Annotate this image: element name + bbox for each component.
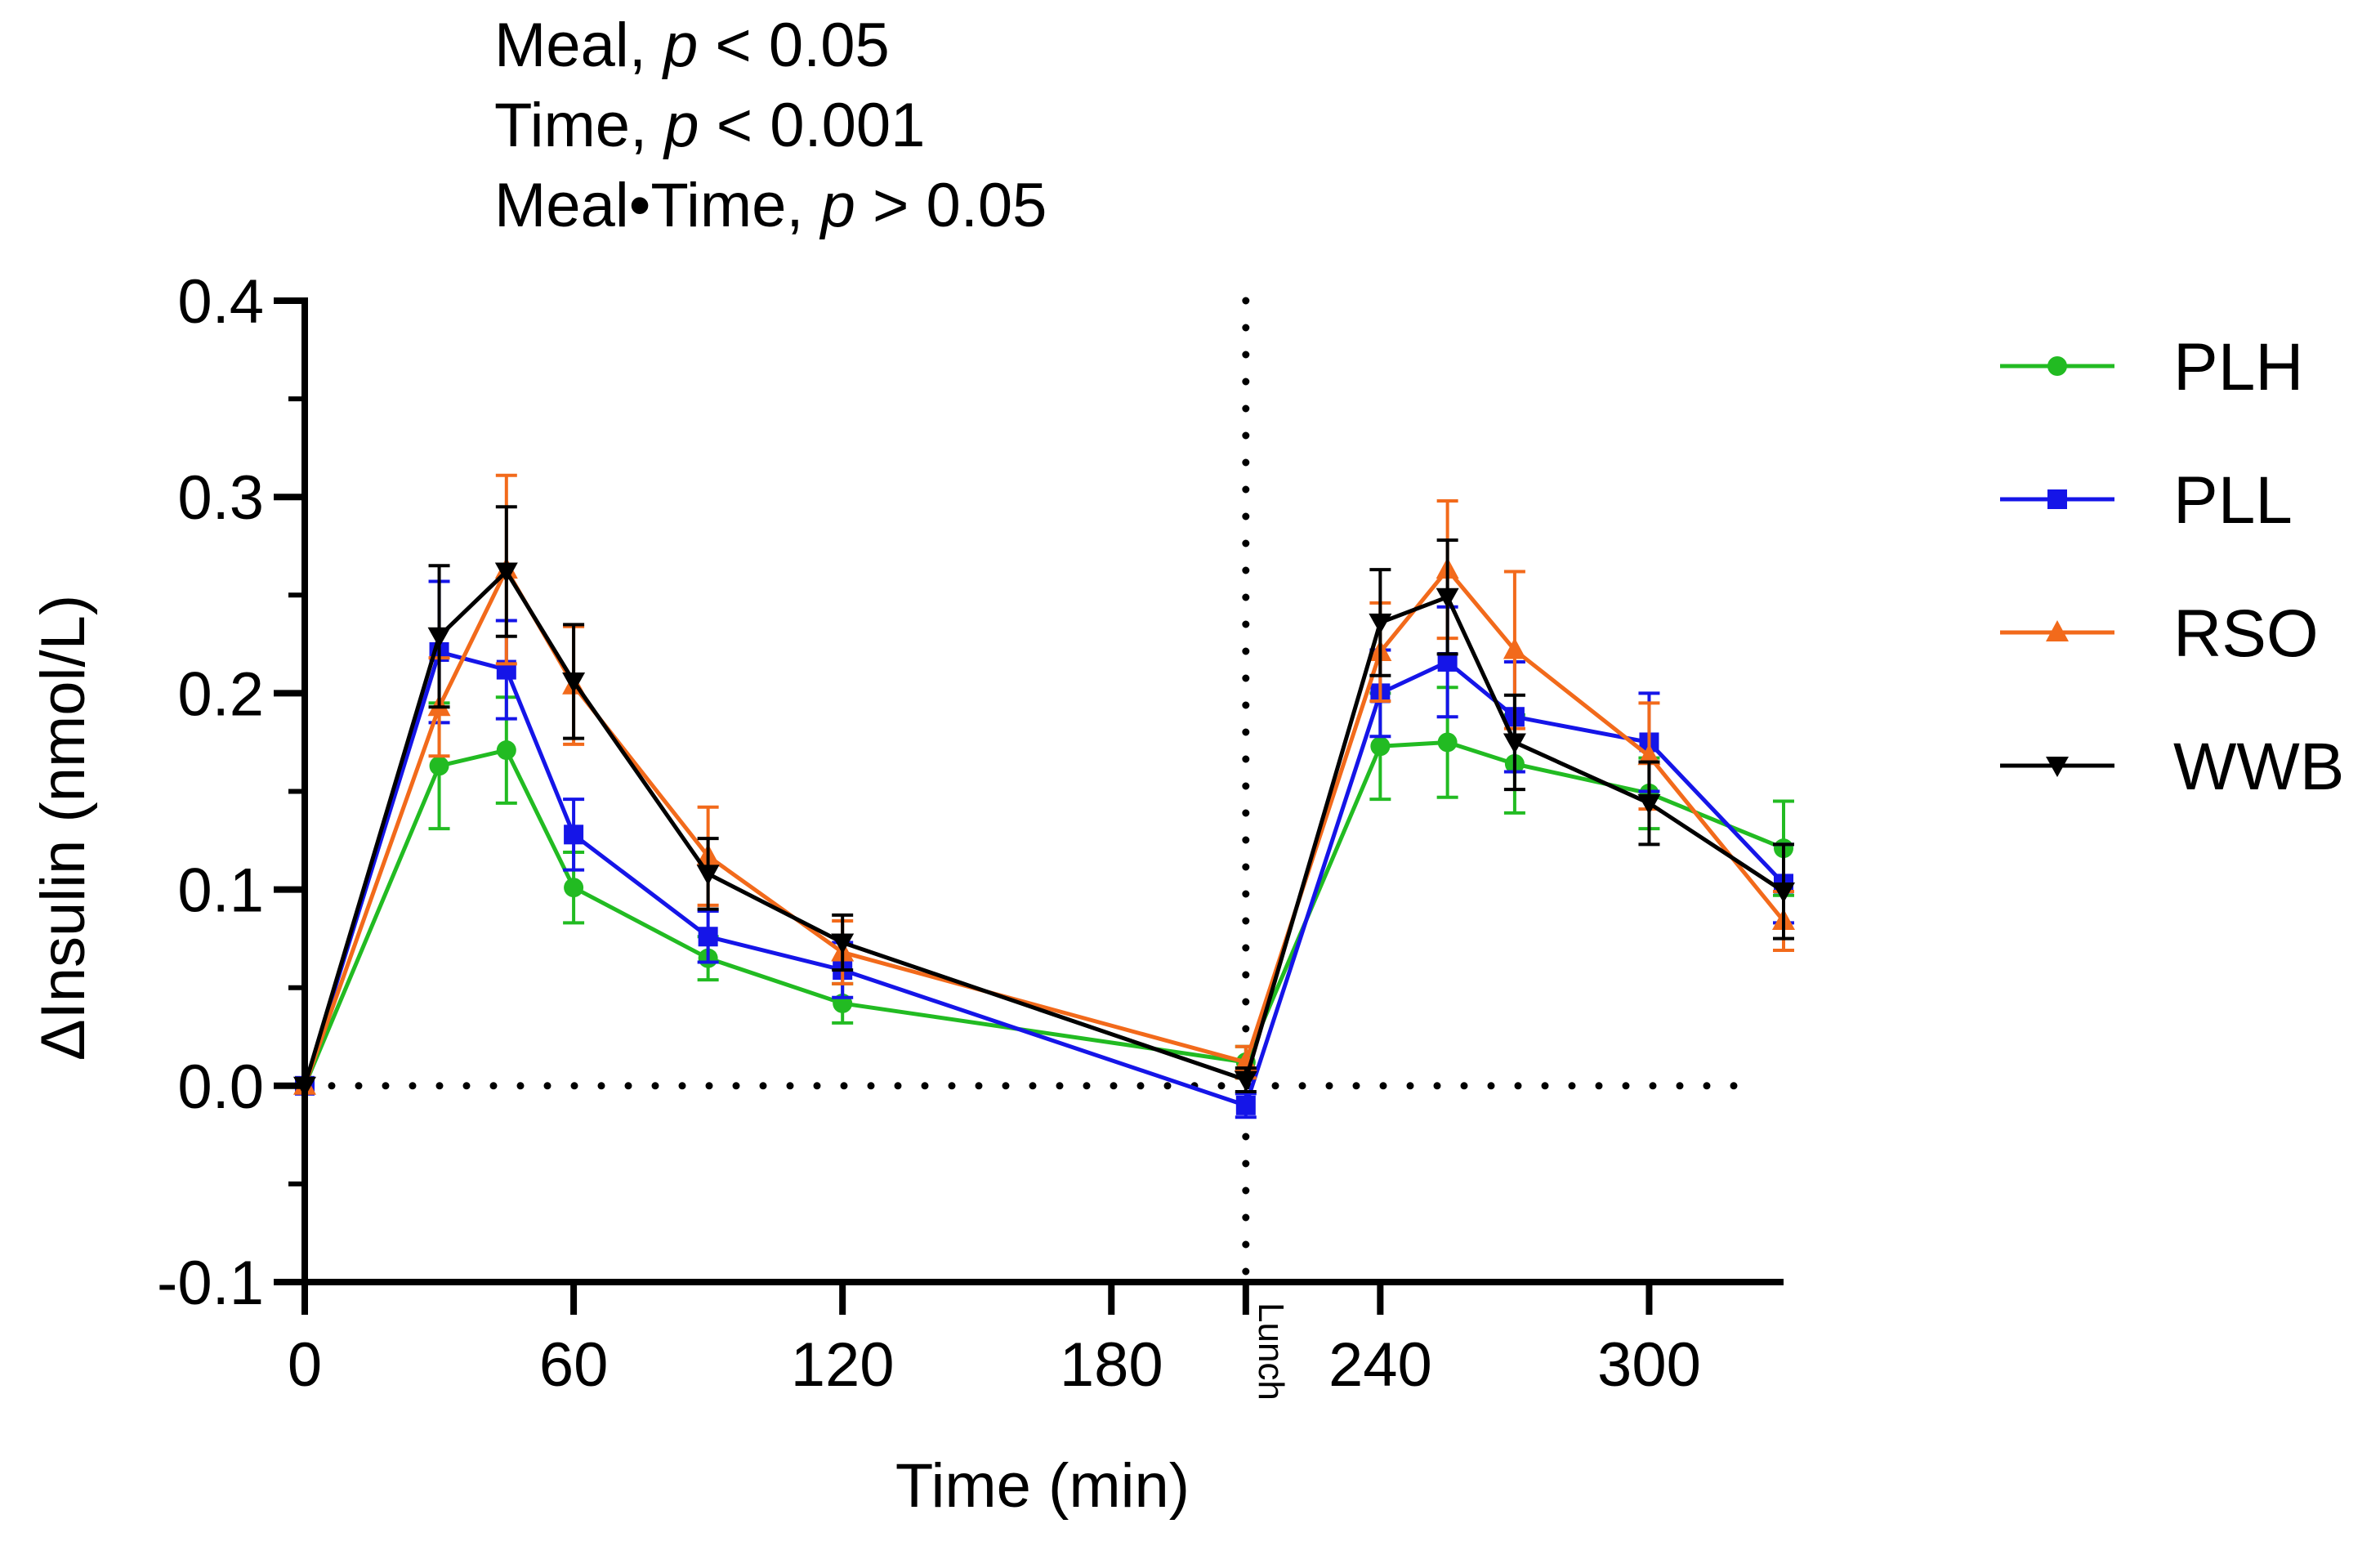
- data-point-plh: [1370, 736, 1391, 757]
- series-rso: [293, 473, 1795, 1095]
- data-point-wwb: [494, 562, 518, 583]
- series-line-wwb: [302, 569, 1785, 1087]
- axes: -0.1 0.0 0.1 0.2 0.3 0.4 0 60 120 180 240 300: [157, 267, 1784, 1400]
- stat-meal-time: Meal•Time, p > 0.05: [494, 171, 1047, 240]
- data-point-plh: [1437, 732, 1458, 753]
- legend-label-pll: PLL: [2173, 463, 2293, 538]
- data-point-pll: [1235, 1095, 1256, 1115]
- data-point-wwb: [1503, 733, 1526, 754]
- data-point-plh: [496, 740, 516, 761]
- series-wwb: [293, 505, 1795, 1097]
- data-point-rso: [1637, 744, 1661, 766]
- series-line-rso: [302, 567, 1785, 1087]
- series-pll: [295, 579, 1794, 1119]
- data-point-wwb: [1436, 588, 1459, 609]
- legend-marker-pll: [2047, 489, 2067, 509]
- x-tick-label: 0: [288, 1330, 322, 1400]
- legend-label-wwb: WWB: [2173, 730, 2344, 804]
- y-tick-label: 0.3: [177, 463, 264, 533]
- x-tick-label: 120: [791, 1330, 895, 1400]
- legend-label-plh: PLH: [2173, 330, 2304, 404]
- data-point-wwb: [562, 672, 586, 693]
- legend: PLH PLL RSO WWB: [2000, 330, 2344, 804]
- y-tick-label: 0.1: [177, 856, 264, 926]
- data-point-pll: [564, 824, 584, 845]
- x-tick-label: 240: [1328, 1330, 1432, 1400]
- y-axis-title: ΔInsulin (nmol/L): [29, 595, 98, 1061]
- legend-marker-rso: [2046, 620, 2069, 641]
- legend-marker-wwb: [2046, 757, 2069, 777]
- legend-item-wwb: WWB: [2000, 730, 2344, 804]
- x-ticks: 0 60 120 180 240 300: [288, 1282, 1701, 1400]
- legend-label-rso: RSO: [2173, 597, 2319, 671]
- data-point-wwb: [1772, 882, 1795, 904]
- stat-time: Time, p < 0.001: [494, 91, 925, 160]
- data-point-wwb: [1234, 1070, 1257, 1092]
- data-point-wwb: [696, 865, 720, 886]
- series-line-plh: [302, 739, 1784, 1087]
- data-point-plh: [429, 756, 449, 776]
- data-point-plh: [564, 878, 584, 898]
- legend-item-rso: RSO: [2000, 597, 2319, 671]
- y-tick-label: 0.4: [177, 267, 264, 337]
- legend-marker-plh: [2047, 356, 2067, 376]
- x-axis-title: Time (min): [895, 1451, 1190, 1521]
- lunch-label: Lunch: [1251, 1302, 1291, 1401]
- x-tick-label: 300: [1597, 1330, 1701, 1400]
- y-tick-label: 0.2: [177, 659, 264, 729]
- data-point-wwb: [1369, 613, 1392, 634]
- data-point-pll: [698, 927, 718, 947]
- legend-item-plh: PLH: [2000, 330, 2304, 404]
- series-line-pll: [302, 650, 1785, 1108]
- x-tick-label: 60: [539, 1330, 609, 1400]
- data-point-wwb: [1637, 793, 1661, 815]
- series-plh: [295, 686, 1794, 1096]
- data-point-wwb: [427, 627, 451, 648]
- y-ticks: -0.1 0.0 0.1 0.2 0.3 0.4: [157, 267, 305, 1318]
- y-tick-label: 0.0: [177, 1052, 264, 1122]
- data-point-rso: [1503, 637, 1526, 659]
- data-point-wwb: [831, 933, 855, 954]
- y-tick-label: -0.1: [157, 1249, 264, 1318]
- stat-meal: Meal, p < 0.05: [494, 11, 890, 80]
- plot-data: [293, 473, 1795, 1119]
- x-tick-label: 180: [1060, 1330, 1163, 1400]
- stats-annotation: Meal, p < 0.05 Time, p < 0.001 Meal•Time…: [494, 11, 1047, 240]
- legend-item-pll: PLL: [2000, 463, 2293, 538]
